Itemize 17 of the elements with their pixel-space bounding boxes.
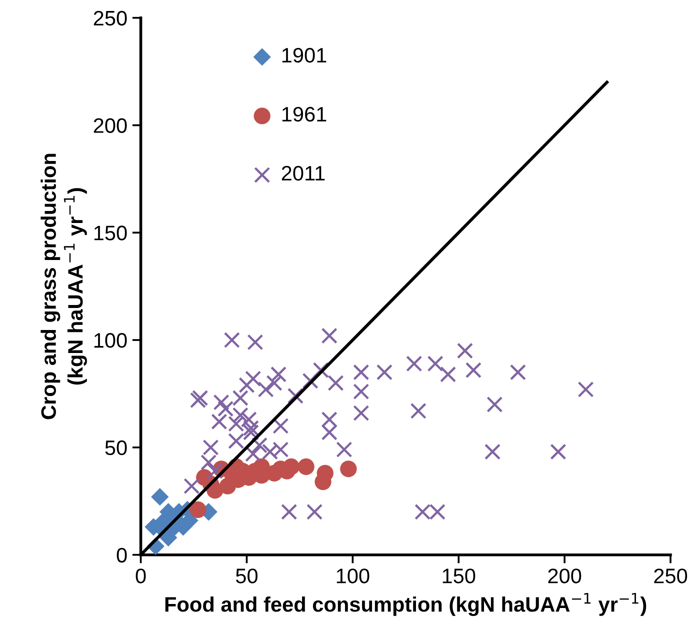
legend-label: 1961: [282, 106, 326, 122]
legend-label: 2011: [282, 166, 325, 181]
x-tick-label: 0: [136, 568, 146, 584]
x-tick-label: 250: [654, 568, 688, 584]
y-tick-label: 50: [105, 440, 127, 456]
y-tick-label: 250: [94, 10, 127, 26]
y-tick-label: 0: [116, 548, 127, 563]
y-tick-label: 150: [94, 226, 127, 240]
x-tick-label: 50: [236, 568, 258, 584]
x-tick-label: 150: [442, 568, 476, 584]
x-tick-label: 100: [336, 568, 370, 584]
y-tick-label: 100: [94, 333, 127, 348]
x-tick-label: 200: [548, 568, 582, 584]
y-tick-label: 200: [94, 118, 127, 133]
y-axis-title: Crop and grass production (kgN haUAA$^{−1}$ yr$^{−1}$): [40, 154, 87, 420]
legend-label: 1901: [282, 48, 326, 63]
x-axis-title: Food and feed consumption (kgN haUAA$^{−1}$ yr$^{−1}$): [165, 593, 646, 616]
